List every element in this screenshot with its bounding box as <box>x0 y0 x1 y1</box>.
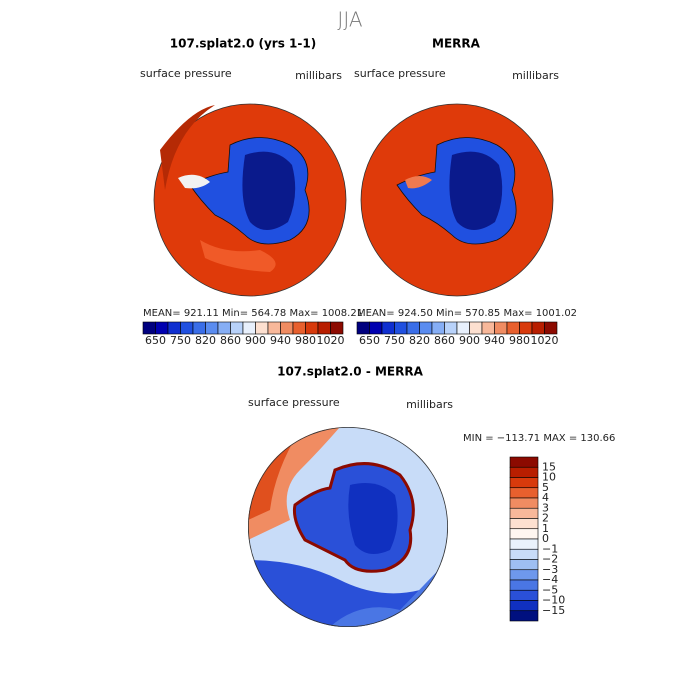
colorbar-swatch <box>494 321 508 335</box>
colorbar-label: 650 <box>145 334 166 347</box>
colorbar-label: −10 <box>542 594 565 607</box>
colorbar-label: 1020 <box>317 334 345 347</box>
colorbar-label: 15 <box>542 460 556 473</box>
colorbar-label: −2 <box>542 553 558 566</box>
colorbar-swatch <box>180 321 194 335</box>
colorbar-swatch <box>369 321 383 335</box>
colorbar-label: −3 <box>542 563 558 576</box>
variable-label: surface pressure <box>140 67 232 80</box>
colorbar-swatch <box>394 321 408 335</box>
colorbar-label: 3 <box>542 501 549 514</box>
colorbar-swatch <box>317 321 331 335</box>
colorbar-swatch <box>509 497 539 509</box>
colorbar-swatch <box>406 321 420 335</box>
stats-label: MEAN= 921.11 Min= 564.78 Max= 1008.21 <box>143 308 363 319</box>
panel-title: 107.splat2.0 (yrs 1-1) <box>170 37 316 51</box>
colorbar-label: 1020 <box>531 334 559 347</box>
map <box>153 103 347 297</box>
colorbar-swatch <box>444 321 458 335</box>
map <box>248 427 448 627</box>
colorbar-label: 750 <box>384 334 405 347</box>
colorbar-label: −4 <box>542 573 558 586</box>
units-label: millibars <box>512 69 559 82</box>
colorbar-swatch <box>509 487 539 499</box>
colorbar-swatch <box>381 321 395 335</box>
stats-label: MEAN= 924.50 Min= 570.85 Max= 1001.02 <box>357 308 577 319</box>
colorbar-swatch <box>509 548 539 560</box>
colorbar-label: 980 <box>295 334 316 347</box>
colorbar-swatch <box>205 321 219 335</box>
colorbar-label: 900 <box>245 334 266 347</box>
colorbar-label: 0 <box>542 532 549 545</box>
colorbar-swatch <box>242 321 256 335</box>
colorbar-swatch <box>267 321 281 335</box>
colorbar-swatch <box>531 321 545 335</box>
figure-title: JJA <box>337 8 362 32</box>
colorbar-swatch <box>481 321 495 335</box>
units-label: millibars <box>406 398 453 411</box>
colorbar-swatch <box>509 610 539 622</box>
colorbar-swatch <box>509 507 539 519</box>
variable-label: surface pressure <box>354 67 446 80</box>
colorbar-label: 750 <box>170 334 191 347</box>
colorbar-label: −15 <box>542 604 565 617</box>
stats-label: MIN = −113.71 MAX = 130.66 <box>463 433 615 444</box>
colorbar-swatch <box>506 321 520 335</box>
colorbar-label: 820 <box>195 334 216 347</box>
colorbar-label: 940 <box>484 334 505 347</box>
colorbar-swatch <box>509 518 539 530</box>
colorbar-label: 980 <box>509 334 530 347</box>
colorbar-swatch <box>255 321 269 335</box>
colorbar-swatch <box>509 456 539 468</box>
panel-title: MERRA <box>432 37 481 51</box>
colorbar-label: 860 <box>434 334 455 347</box>
colorbar-swatch <box>192 321 206 335</box>
colorbar-swatch <box>167 321 181 335</box>
colorbar-swatch <box>419 321 433 335</box>
colorbar-swatch <box>356 321 370 335</box>
colorbar-label: 900 <box>459 334 480 347</box>
colorbar-label: 2 <box>542 512 549 525</box>
colorbar-swatch <box>456 321 470 335</box>
colorbar-swatch <box>292 321 306 335</box>
colorbar-swatch <box>330 321 344 335</box>
colorbar-label: 940 <box>270 334 291 347</box>
colorbar-label: 4 <box>542 491 549 504</box>
map <box>360 103 554 297</box>
colorbar-swatch <box>230 321 244 335</box>
colorbar-swatch <box>509 579 539 591</box>
panel-title: 107.splat2.0 - MERRA <box>277 365 424 379</box>
colorbar-swatch <box>509 538 539 550</box>
colorbar-swatch <box>305 321 319 335</box>
colorbar-label: 1 <box>542 522 549 535</box>
colorbar-label: −1 <box>542 542 558 555</box>
colorbar-swatch <box>509 600 539 612</box>
colorbar-swatch <box>544 321 558 335</box>
colorbar-swatch <box>509 477 539 489</box>
colorbar-label: 820 <box>409 334 430 347</box>
colorbar-swatch <box>519 321 533 335</box>
colorbar-swatch <box>217 321 231 335</box>
colorbar-swatch <box>509 589 539 601</box>
colorbar-swatch <box>509 528 539 540</box>
units-label: millibars <box>295 69 342 82</box>
colorbar-swatch <box>509 559 539 571</box>
colorbar-label: 10 <box>542 471 556 484</box>
colorbar-label: 860 <box>220 334 241 347</box>
colorbar-swatch <box>509 466 539 478</box>
colorbar-label: 5 <box>542 481 549 494</box>
colorbar-swatch <box>280 321 294 335</box>
colorbar-label: −5 <box>542 583 558 596</box>
colorbar-swatch <box>431 321 445 335</box>
colorbar-label: 650 <box>359 334 380 347</box>
colorbar-swatch <box>509 569 539 581</box>
colorbar-swatch <box>469 321 483 335</box>
colorbar-swatch <box>142 321 156 335</box>
variable-label: surface pressure <box>248 396 340 409</box>
colorbar-swatch <box>155 321 169 335</box>
